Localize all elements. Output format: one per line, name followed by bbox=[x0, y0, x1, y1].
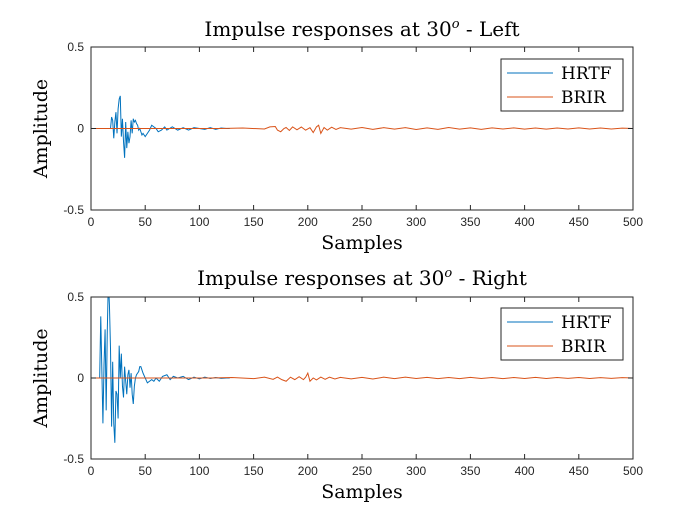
y-tick-label: 0 bbox=[77, 122, 84, 136]
legend-label-brir: BRIR bbox=[561, 337, 607, 357]
x-axis-label: Samples bbox=[321, 481, 403, 503]
chart-title-superscript: o bbox=[452, 17, 460, 32]
x-tick-label: 100 bbox=[189, 215, 209, 229]
y-tick-label: 0.5 bbox=[67, 40, 84, 54]
x-tick-label: 200 bbox=[298, 215, 318, 229]
x-tick-label: 300 bbox=[406, 464, 426, 478]
x-tick-label: 400 bbox=[515, 464, 535, 478]
x-tick-label: 300 bbox=[406, 215, 426, 229]
x-tick-label: 500 bbox=[623, 464, 643, 478]
legend: HRTF BRIR bbox=[500, 58, 624, 112]
x-axis-label: Samples bbox=[321, 232, 403, 254]
y-tick-label: -0.5 bbox=[63, 452, 84, 466]
x-tick-label: 0 bbox=[88, 464, 95, 478]
series-line-brir bbox=[91, 371, 633, 383]
chart-title-suffix: - Right bbox=[452, 266, 527, 290]
x-tick-label: 50 bbox=[139, 464, 153, 478]
y-axis-label: Amplitude bbox=[30, 79, 52, 179]
x-tick-label: 250 bbox=[352, 464, 372, 478]
legend-label-hrtf: HRTF bbox=[561, 313, 612, 333]
x-tick-label: 450 bbox=[569, 215, 589, 229]
chart-title-main: Impulse responses at 30 bbox=[204, 17, 451, 41]
x-tick-label: 0 bbox=[88, 215, 95, 229]
chart-title-suffix: - Left bbox=[460, 17, 520, 41]
y-tick-label: -0.5 bbox=[63, 203, 84, 217]
x-tick-label: 50 bbox=[139, 215, 153, 229]
legend-label-hrtf: HRTF bbox=[561, 64, 612, 84]
x-tick-label: 150 bbox=[244, 464, 264, 478]
chart-panel-2: 0 50 100 150 200 250 300 350 400 450 500 0.5 0 -0.5 Im… bbox=[30, 266, 643, 503]
legend-box bbox=[500, 307, 624, 361]
x-tick-label: 500 bbox=[623, 215, 643, 229]
x-tick-label: 250 bbox=[352, 215, 372, 229]
x-tick-label: 150 bbox=[244, 215, 264, 229]
legend-label-brir: BRIR bbox=[561, 88, 607, 108]
x-tick-label: 450 bbox=[569, 464, 589, 478]
chart-title: Impulse responses at 30o - Right bbox=[197, 266, 527, 290]
legend-box bbox=[500, 58, 624, 112]
x-tick-label: 200 bbox=[298, 464, 318, 478]
x-tick-label: 350 bbox=[460, 464, 480, 478]
chart-title: Impulse responses at 30o - Left bbox=[204, 17, 519, 41]
chart-title-superscript: o bbox=[444, 266, 452, 281]
x-tick-label: 100 bbox=[189, 464, 209, 478]
y-tick-label: 0.5 bbox=[67, 290, 84, 304]
y-axis-label: Amplitude bbox=[30, 328, 52, 428]
x-tick-label: 350 bbox=[460, 215, 480, 229]
x-tick-label: 400 bbox=[515, 215, 535, 229]
y-tick-label: 0 bbox=[77, 371, 84, 385]
legend: HRTF BRIR bbox=[500, 307, 624, 361]
series-line-brir bbox=[91, 124, 633, 135]
series-line-hrtf bbox=[91, 297, 230, 443]
chart-title-main: Impulse responses at 30 bbox=[197, 266, 444, 290]
chart-panel-1: 0 50 100 150 200 250 300 350 400 450 500 0.5 0 -0.5 Im… bbox=[30, 17, 643, 254]
